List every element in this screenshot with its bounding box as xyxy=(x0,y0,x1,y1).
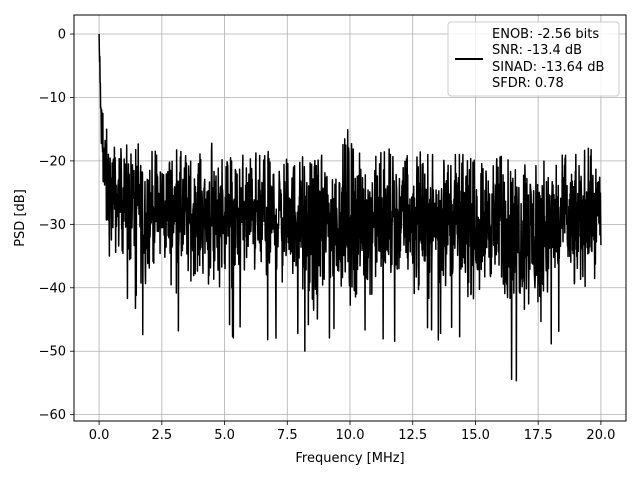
x-ticks: 0.0 2.5 5.0 7.5 10.0 12.5 15.0 17.5 20.0 xyxy=(89,421,615,443)
y-ticks: 0 −10 −20 −30 −40 −50 −60 xyxy=(39,28,74,423)
x-tick-label: 17.5 xyxy=(524,428,553,443)
y-tick-label: 0 xyxy=(58,28,66,43)
x-tick-label: 10.0 xyxy=(336,428,365,443)
x-tick-label: 15.0 xyxy=(461,428,490,443)
psd-line xyxy=(98,34,602,382)
x-tick-label: 5.0 xyxy=(214,428,235,443)
x-tick-label: 7.5 xyxy=(277,428,298,443)
x-tick-label: 2.5 xyxy=(151,428,172,443)
legend-box xyxy=(447,21,620,97)
y-tick-label: −50 xyxy=(39,345,66,360)
x-tick-label: 0.0 xyxy=(89,428,110,443)
y-tick-label: −60 xyxy=(39,408,66,423)
y-axis-label: PSD [dB] xyxy=(13,189,28,247)
x-axis-label: Frequency [MHz] xyxy=(295,451,404,466)
psd-trace xyxy=(98,34,602,382)
legend-entry-enob: ENOB: -2.56 bits xyxy=(492,27,599,42)
y-tick-label: −30 xyxy=(39,218,66,233)
x-tick-label: 20.0 xyxy=(586,428,615,443)
legend-entry-sfdr: SFDR: 0.78 xyxy=(492,76,564,91)
legend-entry-snr: SNR: -13.4 dB xyxy=(492,43,582,58)
y-tick-label: −40 xyxy=(39,281,66,296)
y-tick-label: −10 xyxy=(39,91,66,106)
legend-entry-sinad: SINAD: -13.64 dB xyxy=(492,60,604,75)
legend: ENOB: -2.56 bits SNR: -13.4 dB SINAD: -1… xyxy=(447,21,620,97)
x-tick-label: 12.5 xyxy=(398,428,427,443)
y-tick-label: −20 xyxy=(39,154,66,169)
